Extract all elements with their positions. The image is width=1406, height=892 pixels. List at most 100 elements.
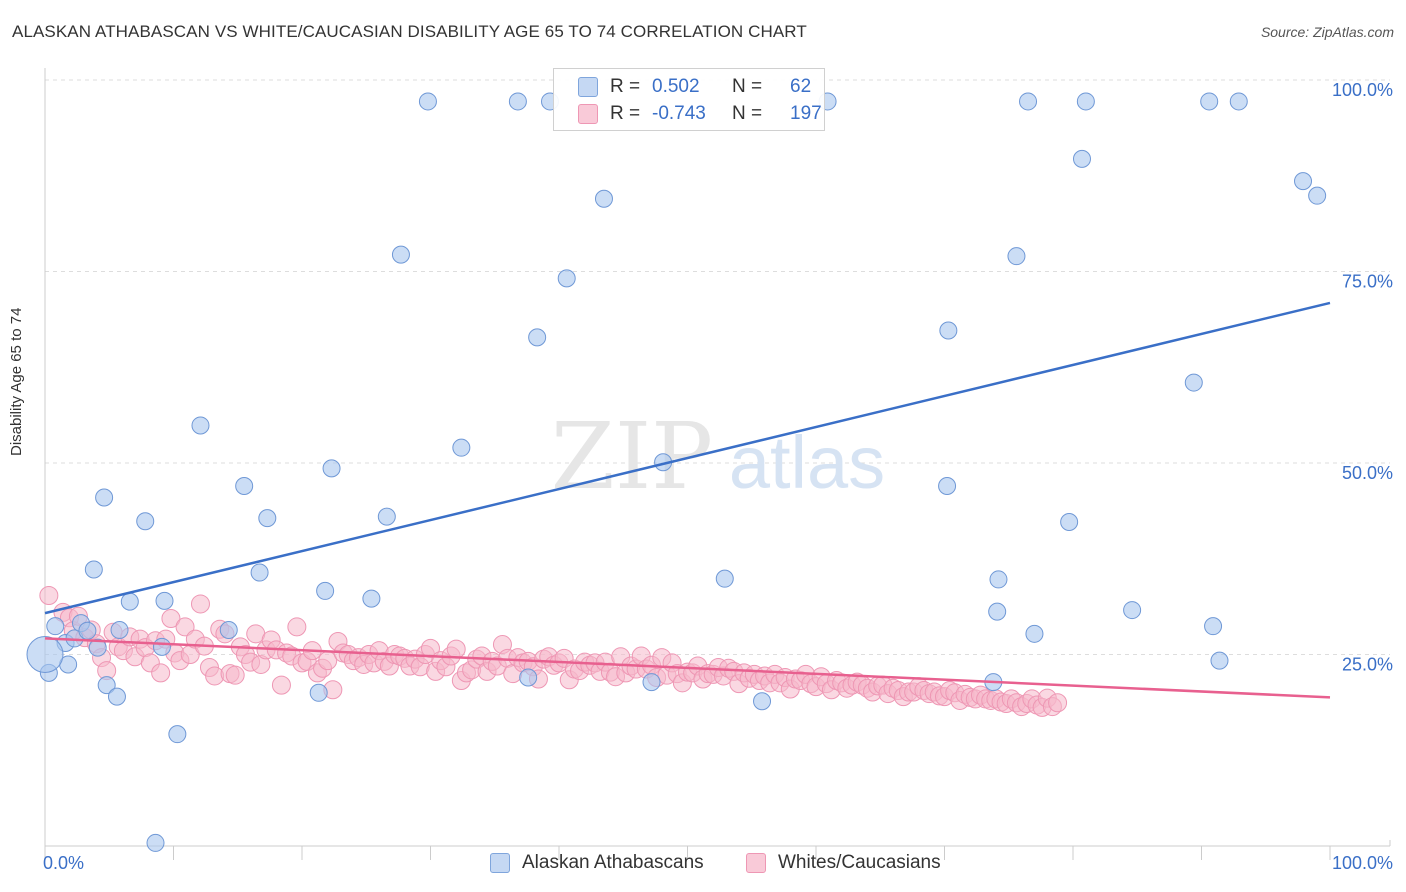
source-label: Source: ZipAtlas.com <box>1260 24 1394 40</box>
chart-title: ALASKAN ATHABASCAN VS WHITE/CAUCASIAN DI… <box>12 22 807 41</box>
point-alaskan-athabascans <box>168 725 187 744</box>
point-alaskan-athabascans <box>753 692 772 711</box>
point-alaskan-athabascans <box>377 507 396 526</box>
legend-swatch-pink <box>578 104 598 124</box>
point-whites-caucasians <box>1048 693 1068 713</box>
y-axis-label: Disability Age 65 to 74 <box>8 307 25 456</box>
trend-lines <box>44 301 1331 699</box>
point-alaskan-athabascans <box>110 620 129 639</box>
point-alaskan-athabascans <box>1294 172 1313 191</box>
point-alaskan-athabascans <box>84 560 103 579</box>
point-alaskan-athabascans <box>88 638 107 657</box>
trend-line-whites-caucasians <box>44 637 1331 699</box>
point-alaskan-athabascans <box>594 189 613 208</box>
legend-r-label: R = <box>610 76 641 97</box>
bottom-legend-swatch-pink <box>746 853 766 873</box>
legend-r-value-alaskan: 0.502 <box>652 76 700 97</box>
y-tick-label: 25.0% <box>1342 655 1393 675</box>
point-alaskan-athabascans <box>1025 624 1044 643</box>
point-alaskan-athabascans <box>322 459 341 478</box>
legend-swatch-blue <box>578 77 598 97</box>
watermark: ZIP atlas <box>551 403 885 510</box>
point-alaskan-athabascans <box>418 92 437 111</box>
point-alaskan-athabascans <box>528 328 547 347</box>
point-whites-caucasians <box>39 586 59 606</box>
point-alaskan-athabascans <box>136 512 155 531</box>
alaskan-athabascans-points <box>26 92 1327 852</box>
point-alaskan-athabascans <box>107 687 126 706</box>
legend-n-label: N = <box>732 76 763 97</box>
point-alaskan-athabascans <box>362 589 381 608</box>
point-whites-caucasians <box>446 639 466 659</box>
point-alaskan-athabascans <box>152 637 171 656</box>
point-alaskan-athabascans <box>235 476 254 495</box>
axes <box>44 68 1391 860</box>
point-alaskan-athabascans <box>938 476 957 495</box>
point-alaskan-athabascans <box>78 621 97 640</box>
legend-r-label: R = <box>610 103 641 124</box>
watermark-atlas: atlas <box>729 421 885 504</box>
point-alaskan-athabascans <box>1210 651 1229 670</box>
legend-n-value-alaskan: 62 <box>790 76 812 97</box>
point-alaskan-athabascans <box>155 591 174 610</box>
point-alaskan-athabascans <box>1123 601 1142 620</box>
bottom-legend-whites: Whites/Caucasians <box>746 852 941 874</box>
y-tick-label: 100.0% <box>1332 80 1393 100</box>
point-alaskan-athabascans <box>557 269 576 288</box>
point-whites-caucasians <box>225 665 245 685</box>
x-tick-label-max: 100.0% <box>1332 853 1393 873</box>
point-alaskan-athabascans <box>1204 617 1223 636</box>
point-alaskan-athabascans <box>989 570 1008 589</box>
point-alaskan-athabascans <box>642 673 661 692</box>
tick-labels: 25.0% 50.0% 75.0% 100.0% 0.0% 100.0% <box>43 80 1393 873</box>
point-alaskan-athabascans <box>1229 92 1248 111</box>
point-alaskan-athabascans <box>1076 92 1095 111</box>
whites-caucasians-points <box>39 586 1068 717</box>
point-whites-caucasians <box>190 594 210 614</box>
point-whites-caucasians <box>287 617 307 637</box>
point-alaskan-athabascans <box>508 92 527 111</box>
point-alaskan-athabascans <box>519 668 538 687</box>
point-alaskan-athabascans <box>120 592 139 611</box>
point-alaskan-athabascans <box>316 581 335 600</box>
point-alaskan-athabascans <box>1060 512 1079 531</box>
point-whites-caucasians <box>271 675 291 695</box>
point-alaskan-athabascans <box>1308 186 1327 205</box>
point-alaskan-athabascans <box>1072 149 1091 168</box>
point-alaskan-athabascans <box>391 245 410 264</box>
point-alaskan-athabascans <box>309 683 328 702</box>
bottom-legend-swatch-blue <box>490 853 510 873</box>
watermark-zip: ZIP <box>551 403 713 510</box>
bottom-legend-alaskan: Alaskan Athabascans <box>490 852 704 874</box>
legend-r-value-whites: -0.743 <box>652 103 706 124</box>
point-alaskan-athabascans <box>939 321 958 340</box>
grid-lines <box>45 79 1390 655</box>
bottom-legend-label-alaskan: Alaskan Athabascans <box>522 852 704 873</box>
point-alaskan-athabascans <box>715 569 734 588</box>
point-alaskan-athabascans <box>250 563 269 582</box>
point-alaskan-athabascans <box>452 438 471 457</box>
correlation-legend: R = 0.502 N = 62 R = -0.743 N = 197 <box>553 68 825 131</box>
point-alaskan-athabascans <box>191 416 210 435</box>
point-alaskan-athabascans <box>97 676 116 695</box>
point-alaskan-athabascans <box>1184 373 1203 392</box>
legend-n-label: N = <box>732 103 763 124</box>
point-alaskan-athabascans <box>988 602 1007 621</box>
y-tick-label: 75.0% <box>1342 272 1393 292</box>
trend-line-alaskan-athabascans <box>44 301 1331 615</box>
point-alaskan-athabascans <box>1019 92 1038 111</box>
y-tick-label: 50.0% <box>1342 463 1393 483</box>
point-whites-caucasians <box>161 608 181 628</box>
legend-n-value-whites: 197 <box>790 103 822 124</box>
point-alaskan-athabascans <box>95 488 114 507</box>
point-whites-caucasians <box>151 663 171 683</box>
point-alaskan-athabascans <box>219 620 238 639</box>
point-alaskan-athabascans-large <box>26 636 64 673</box>
point-alaskan-athabascans <box>1007 247 1026 266</box>
point-alaskan-athabascans <box>1200 92 1219 111</box>
point-alaskan-athabascans <box>258 509 277 528</box>
bottom-legend-label-whites: Whites/Caucasians <box>778 852 941 873</box>
x-tick-label-min: 0.0% <box>43 853 84 873</box>
point-alaskan-athabascans <box>146 833 165 852</box>
